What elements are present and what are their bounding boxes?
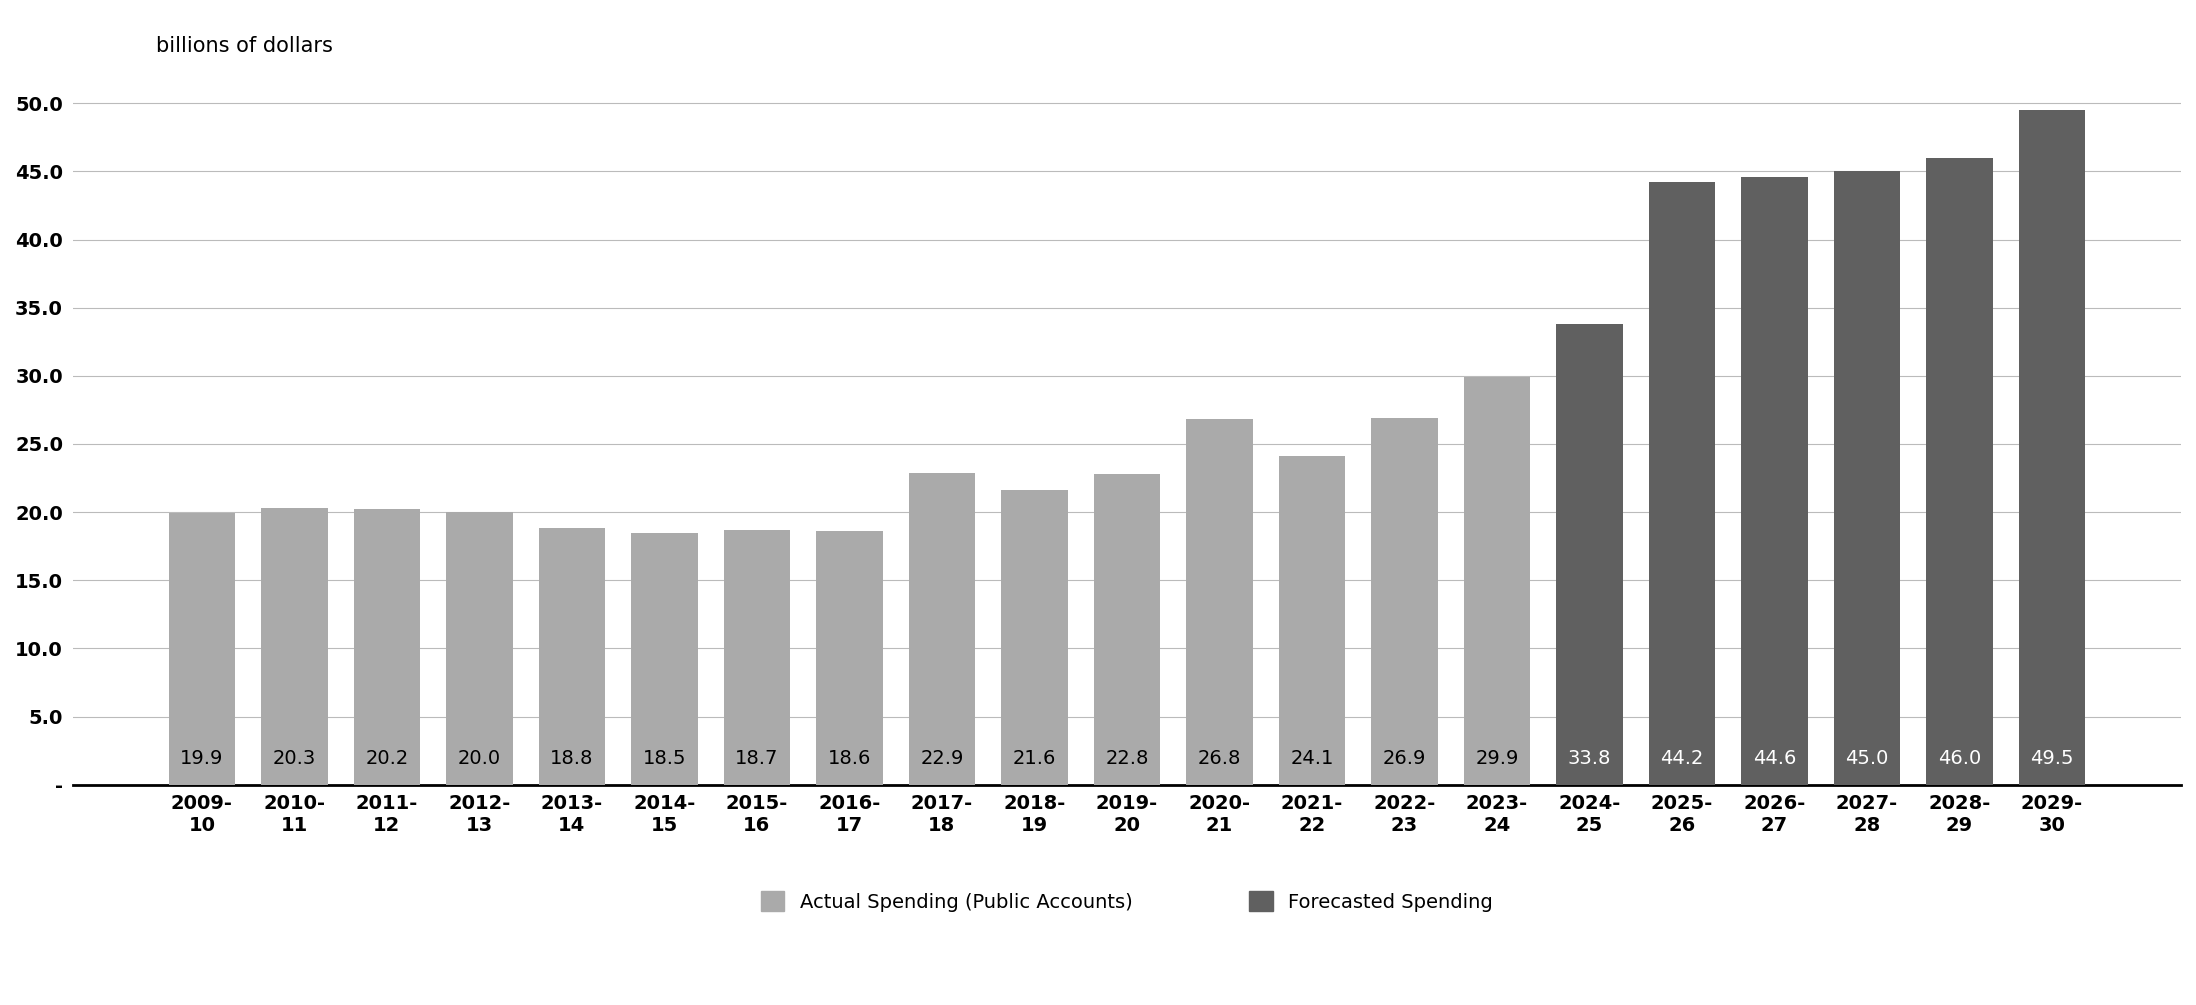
Bar	[1463, 377, 1531, 785]
Text: 26.9: 26.9	[1383, 750, 1425, 768]
Bar	[909, 472, 975, 785]
Bar	[1557, 324, 1623, 785]
Text: 18.7: 18.7	[736, 750, 780, 768]
Text: 33.8: 33.8	[1568, 750, 1612, 768]
Text: 44.6: 44.6	[1752, 750, 1796, 768]
Text: 44.2: 44.2	[1660, 750, 1704, 768]
Text: 18.8: 18.8	[551, 750, 593, 768]
Text: 45.0: 45.0	[1845, 750, 1889, 768]
Bar	[538, 529, 606, 785]
Text: 20.3: 20.3	[272, 750, 316, 768]
Bar	[1094, 474, 1159, 785]
Text: 22.8: 22.8	[1105, 750, 1149, 768]
Bar	[722, 530, 791, 785]
Text: 18.5: 18.5	[643, 750, 685, 768]
Text: 21.6: 21.6	[1012, 750, 1056, 768]
Bar	[1741, 177, 1807, 785]
Bar	[1834, 172, 1900, 785]
Bar	[169, 514, 235, 785]
Bar	[1001, 490, 1067, 785]
Text: 24.1: 24.1	[1291, 750, 1333, 768]
Bar	[354, 510, 419, 785]
Text: 22.9: 22.9	[920, 750, 964, 768]
Bar	[630, 533, 698, 785]
Bar	[261, 508, 327, 785]
Text: 19.9: 19.9	[180, 750, 224, 768]
Text: 20.0: 20.0	[457, 750, 501, 768]
Bar	[2018, 111, 2086, 785]
Bar	[1926, 158, 1992, 785]
Text: 29.9: 29.9	[1476, 750, 1520, 768]
Text: billions of dollars: billions of dollars	[156, 35, 332, 55]
Text: 20.2: 20.2	[365, 750, 408, 768]
Text: 26.8: 26.8	[1197, 750, 1241, 768]
Text: 18.6: 18.6	[828, 750, 872, 768]
Bar	[817, 532, 883, 785]
Bar	[1370, 418, 1438, 785]
Legend: Actual Spending (Public Accounts), Forecasted Spending: Actual Spending (Public Accounts), Forec…	[753, 883, 1500, 920]
Bar	[1278, 456, 1346, 785]
Text: 49.5: 49.5	[2029, 750, 2073, 768]
Bar	[1649, 182, 1715, 785]
Bar	[446, 513, 512, 785]
Bar	[1186, 419, 1252, 785]
Text: 46.0: 46.0	[1937, 750, 1981, 768]
